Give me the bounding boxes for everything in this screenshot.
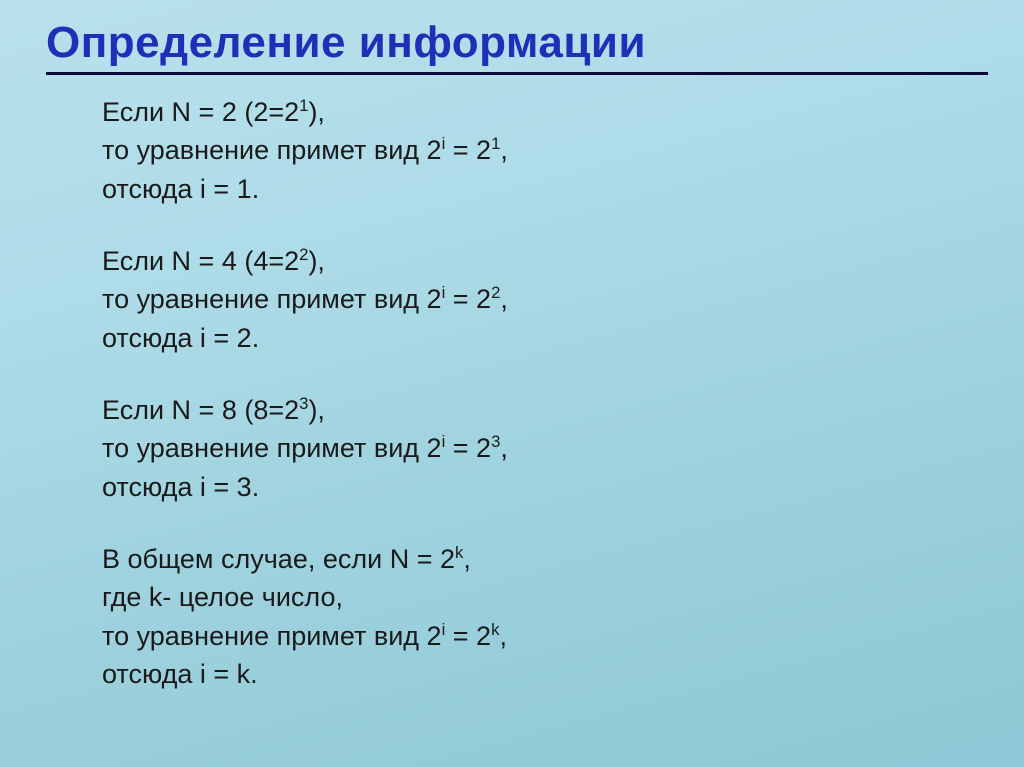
- text-line: отсюда i = k.: [102, 655, 988, 693]
- superscript: 3: [491, 432, 500, 451]
- paragraph-block: Если N = 4 (4=22),то уравнение примет ви…: [102, 242, 988, 357]
- superscript: i: [442, 432, 446, 451]
- paragraph-block: Если N = 8 (8=23),то уравнение примет ви…: [102, 391, 988, 506]
- paragraph-block: Если N = 2 (2=21),то уравнение примет ви…: [102, 93, 988, 208]
- text-line: отсюда i = 3.: [102, 468, 988, 506]
- slide-body: Если N = 2 (2=21),то уравнение примет ви…: [102, 93, 988, 693]
- text-line: то уравнение примет вид 2i = 21,: [102, 131, 988, 169]
- superscript: k: [491, 620, 499, 639]
- slide-title: Определение информации: [46, 18, 988, 68]
- superscript: 2: [299, 245, 308, 264]
- superscript: 1: [491, 134, 500, 153]
- text-line: В общем случае, если N = 2k,: [102, 540, 988, 578]
- text-line: то уравнение примет вид 2i = 22,: [102, 280, 988, 318]
- text-line: Если N = 4 (4=22),: [102, 242, 988, 280]
- superscript: i: [442, 134, 446, 153]
- text-line: отсюда i = 1.: [102, 170, 988, 208]
- text-line: отсюда i = 2.: [102, 319, 988, 357]
- text-line: где k- целое число,: [102, 578, 988, 616]
- superscript: 3: [299, 394, 308, 413]
- text-line: то уравнение примет вид 2i = 23,: [102, 429, 988, 467]
- paragraph-block: В общем случае, если N = 2k,где k- целое…: [102, 540, 988, 693]
- title-underline: [46, 72, 988, 75]
- superscript: i: [442, 283, 446, 302]
- text-line: то уравнение примет вид 2i = 2k,: [102, 617, 988, 655]
- superscript: k: [455, 543, 463, 562]
- text-line: Если N = 2 (2=21),: [102, 93, 988, 131]
- superscript: i: [442, 620, 446, 639]
- superscript: 2: [491, 283, 500, 302]
- superscript: 1: [299, 96, 308, 115]
- text-line: Если N = 8 (8=23),: [102, 391, 988, 429]
